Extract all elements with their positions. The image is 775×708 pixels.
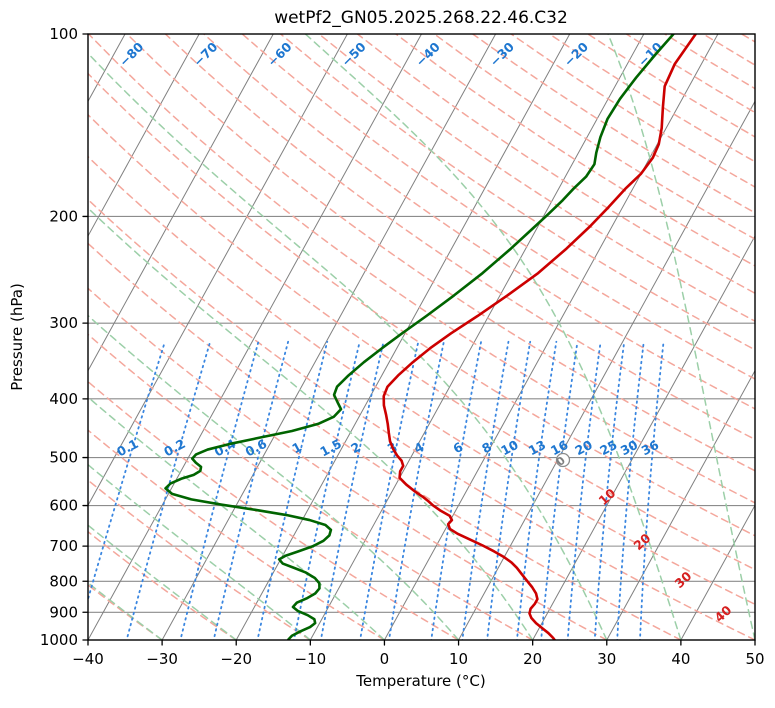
dry-adiabat-line xyxy=(279,34,755,351)
y-tick-label: 400 xyxy=(49,390,78,408)
moist-adiabat-line xyxy=(88,314,460,640)
x-tick-label: −30 xyxy=(146,650,178,668)
page-title: wetPf2_GN05.2025.268.22.46.C32 xyxy=(274,8,568,28)
dry-adiabat-line xyxy=(126,34,755,472)
mixing-ratio-label: 36 xyxy=(639,437,662,459)
x-tick-label: −20 xyxy=(220,650,252,668)
mixing-ratio-line xyxy=(540,340,579,640)
x-tick-label: 40 xyxy=(671,650,690,668)
adiabat-marker-circle xyxy=(555,452,571,468)
dry-adiabat-line xyxy=(241,34,755,380)
moist-adiabat-line xyxy=(88,207,534,640)
mixing-ratio-label: 20 xyxy=(572,437,595,459)
isotherm-line xyxy=(161,34,497,640)
dry-adiabat-line xyxy=(88,198,755,640)
y-tick-label: 300 xyxy=(49,314,78,332)
mixing-ratio-line xyxy=(593,340,626,640)
mixing-ratio-label: 25 xyxy=(597,437,619,458)
mixing-ratio-label: 10 xyxy=(498,437,521,459)
y-tick-label: 800 xyxy=(49,572,78,590)
x-tick-label: 50 xyxy=(745,650,764,668)
isotherm-line xyxy=(88,34,348,507)
y-tick-label: 200 xyxy=(49,207,78,225)
x-tick-label: −40 xyxy=(72,650,104,668)
mixing-ratio-line xyxy=(212,340,290,640)
y-tick-label: 900 xyxy=(49,603,78,621)
dry-adiabat-line xyxy=(88,429,386,640)
mixing-ratio-label: 13 xyxy=(526,437,548,458)
dry-adiabat-line xyxy=(88,155,755,606)
mixing-ratio-line xyxy=(125,340,212,640)
dry-adiabat-line xyxy=(88,333,534,640)
isotherm-line xyxy=(235,34,571,640)
y-tick-label: 500 xyxy=(49,449,78,467)
moist-adiabat-line xyxy=(607,34,755,640)
x-tick-label: 30 xyxy=(597,650,616,668)
mixing-ratio-line xyxy=(256,340,329,640)
isotherm-line xyxy=(383,34,719,640)
isotherm-line xyxy=(680,504,755,640)
y-tick-label: 600 xyxy=(49,497,78,515)
moist-adiabat-line xyxy=(88,463,312,640)
dry-adiabat-line xyxy=(88,530,237,640)
dry-adiabat-line xyxy=(88,287,608,640)
mixing-ratio-line xyxy=(516,340,558,640)
isotherm-line xyxy=(88,34,200,238)
isotherm-line xyxy=(606,369,755,640)
isotherm-line xyxy=(532,234,755,640)
x-tick-label: 20 xyxy=(523,650,542,668)
isotherm-line xyxy=(458,100,755,640)
y-tick-label: 700 xyxy=(49,537,78,555)
mixing-ratio-line xyxy=(616,340,645,640)
mixing-ratio-line xyxy=(359,340,420,640)
y-tick-label: 1000 xyxy=(40,631,78,649)
x-tick-label: 0 xyxy=(380,650,390,668)
y-axis-title: Pressure (hPa) xyxy=(8,283,26,391)
dewpoint-profile-line xyxy=(164,34,675,640)
mixing-ratio-line xyxy=(486,340,532,640)
dry-adiabat-line xyxy=(88,479,312,640)
temperature-profile-line xyxy=(382,34,698,640)
mixing-ratio-label: 16 xyxy=(548,437,571,459)
grid-layer xyxy=(88,34,755,640)
mixing-ratio-line xyxy=(293,340,361,640)
x-tick-label: −10 xyxy=(295,650,327,668)
mixing-ratio-line xyxy=(388,340,445,640)
dry-adiabat-line xyxy=(88,380,460,640)
dry-adiabat-line xyxy=(88,34,755,504)
mixing-ratio-line xyxy=(639,340,665,640)
mixing-ratio-line xyxy=(461,340,510,640)
sounding-curves xyxy=(164,34,698,640)
plot-frame xyxy=(87,33,756,641)
x-axis-title: Temperature (°C) xyxy=(355,672,485,690)
dry-adiabat-line xyxy=(356,34,755,295)
mixing-ratio-line xyxy=(430,340,482,640)
mixing-ratio-line xyxy=(319,340,385,640)
axis-ticks xyxy=(82,33,756,646)
isotherm-line xyxy=(309,34,645,640)
isotherm-line xyxy=(88,34,274,372)
mixing-ratio-label: 30 xyxy=(618,437,641,459)
moist-adiabat-line xyxy=(88,396,386,640)
y-tick-label: 100 xyxy=(49,25,78,43)
dry-adiabat-line xyxy=(88,113,755,571)
mixing-ratio-line xyxy=(179,340,260,640)
x-tick-label: 10 xyxy=(449,650,468,668)
moist-adiabat-line xyxy=(88,52,608,640)
dry-adiabat-line xyxy=(88,72,755,537)
plot-background xyxy=(88,34,755,640)
dry-adiabat-line xyxy=(88,584,163,640)
dry-adiabat-line xyxy=(318,34,755,323)
mixing-ratio-line xyxy=(566,340,602,640)
moist-adiabat-line xyxy=(304,34,682,640)
